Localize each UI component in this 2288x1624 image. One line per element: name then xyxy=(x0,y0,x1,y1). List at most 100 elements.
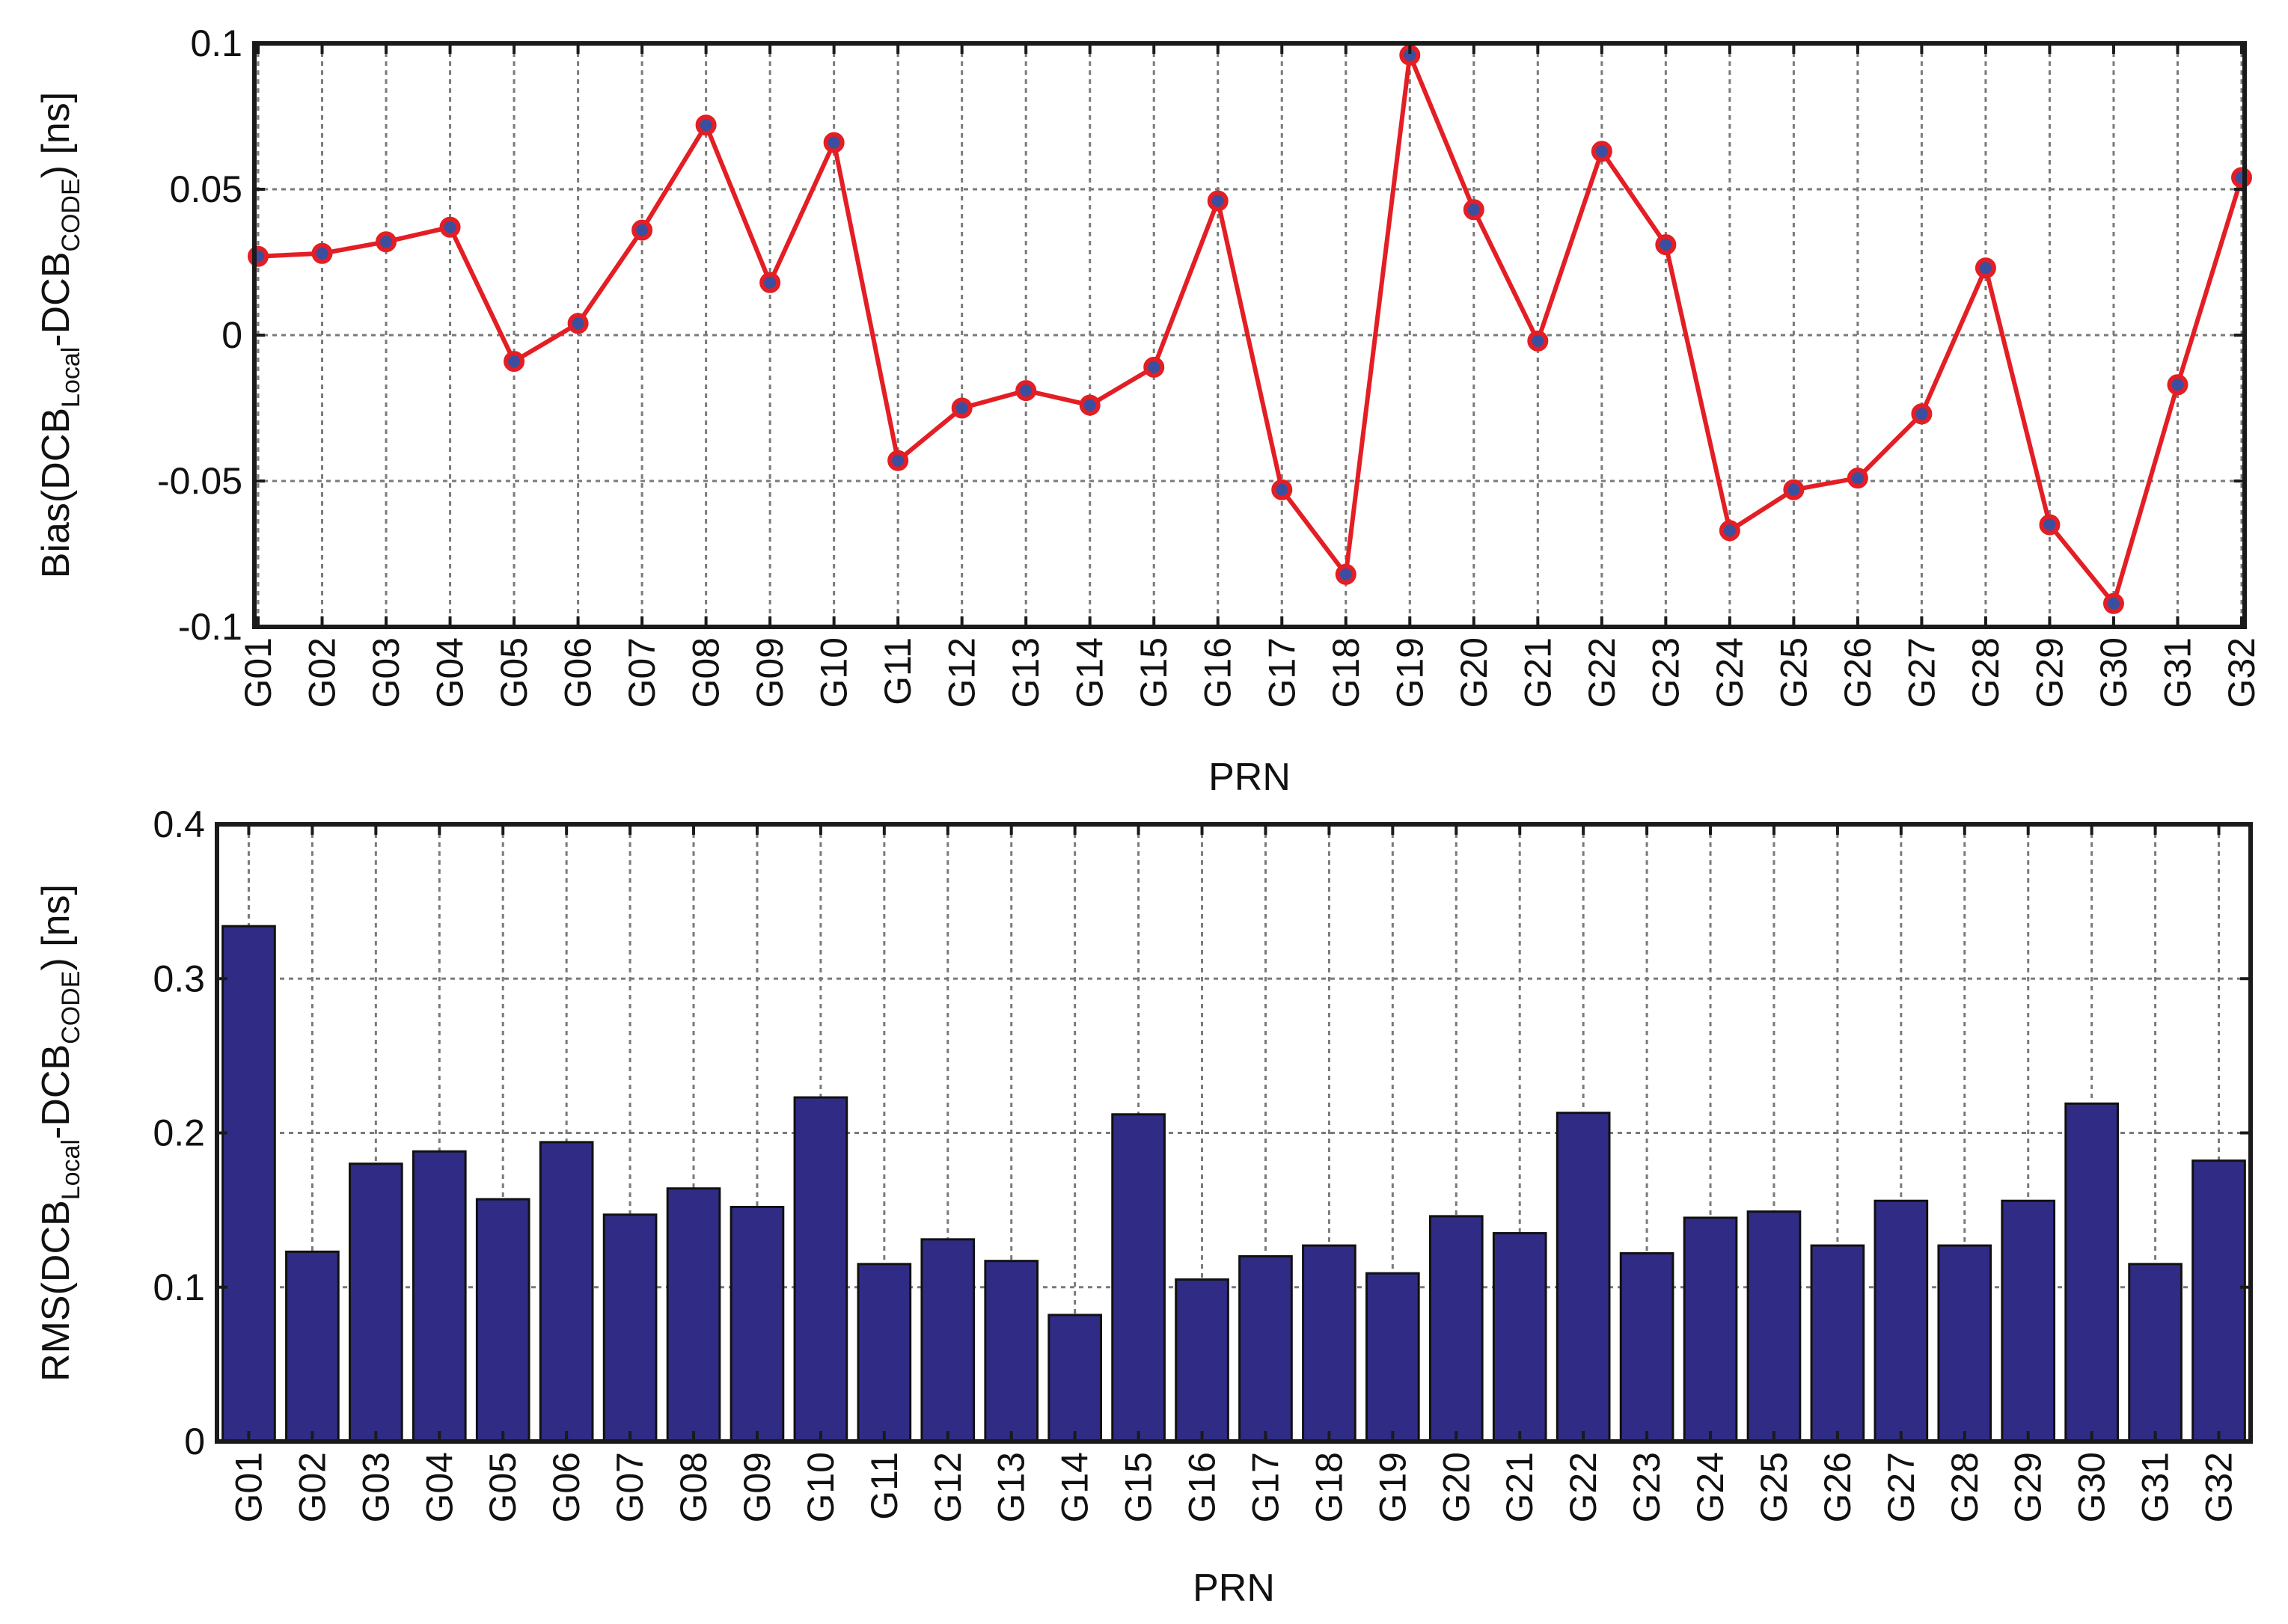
point-G27 xyxy=(1911,403,1933,425)
x-tick-label: G20 xyxy=(1453,637,1495,708)
x-tick-label: G06 xyxy=(557,637,599,708)
x-tick-label: G11 xyxy=(877,637,919,705)
bar-G15 xyxy=(1111,1113,1166,1443)
x-tick-label: G27 xyxy=(1900,637,1942,708)
x-tick-label: G23 xyxy=(1626,1452,1668,1523)
y-tick-label: 0.3 xyxy=(153,957,205,999)
point-G11 xyxy=(887,450,909,471)
bar-G14 xyxy=(1047,1314,1102,1443)
y-tick-label: 0 xyxy=(184,1421,205,1462)
x-tick-label: G16 xyxy=(1197,637,1239,708)
bar-G31 xyxy=(2128,1263,2183,1443)
point-G16 xyxy=(1207,190,1229,212)
bar-G27 xyxy=(1873,1199,1929,1443)
x-tick-label: G12 xyxy=(927,1452,969,1523)
point-G29 xyxy=(2039,514,2061,536)
point-G24 xyxy=(1719,520,1740,542)
bar-G30 xyxy=(2064,1102,2119,1443)
bar-G17 xyxy=(1238,1255,1293,1443)
x-tick-label: G29 xyxy=(2028,637,2070,708)
point-G20 xyxy=(1463,199,1484,221)
x-tick-label: G28 xyxy=(1944,1452,1986,1523)
x-tick-label: G26 xyxy=(1837,637,1879,708)
y-tick-label: 0.1 xyxy=(190,22,242,64)
x-tick-label: G04 xyxy=(429,637,471,708)
y-axis-label-subscript: CODE xyxy=(57,971,85,1044)
point-G02 xyxy=(311,242,333,264)
x-tick-label: G03 xyxy=(355,1452,397,1523)
point-G31 xyxy=(2167,374,2188,396)
x-tick-label: G31 xyxy=(2156,637,2198,708)
x-tick-label: G25 xyxy=(1753,1452,1795,1523)
x-tick-label: G09 xyxy=(749,637,791,708)
y-axis-label-part: ) [ns] xyxy=(34,884,78,971)
x-tick-label: G29 xyxy=(2007,1452,2049,1523)
x-tick-label: G14 xyxy=(1054,1452,1096,1523)
y-axis: -0.1 -0.05 0 0.05 0.1 xyxy=(157,22,2245,648)
y-tick-label: 0.4 xyxy=(153,803,205,845)
y-axis-label: RMS(DCBLocal-DCBCODE) [ns] xyxy=(34,884,85,1382)
point-G14 xyxy=(1079,394,1101,416)
point-G12 xyxy=(951,397,973,419)
x-tick-label: G10 xyxy=(813,637,855,708)
y-tick-label: -0.05 xyxy=(157,460,242,502)
point-G25 xyxy=(1783,479,1805,500)
x-tick-label: G16 xyxy=(1181,1452,1223,1523)
bar-G04 xyxy=(412,1150,467,1443)
x-tick-label: G28 xyxy=(1965,637,2007,708)
x-tick-label: G05 xyxy=(482,1452,524,1523)
point-G07 xyxy=(631,219,653,241)
bar-G18 xyxy=(1302,1244,1356,1443)
point-G05 xyxy=(504,351,525,373)
bar-G21 xyxy=(1492,1232,1547,1443)
bar-G03 xyxy=(349,1162,403,1443)
bar-G01 xyxy=(221,925,276,1443)
x-tick-label: G05 xyxy=(493,637,535,708)
bar-G23 xyxy=(1619,1251,1674,1443)
x-tick-label: G27 xyxy=(1880,1452,1922,1523)
rms-bar-chart: 0 0.1 0.2 0.3 0.4 G01 G02 G03 G04 G05 G06 G07 G08 G09… xyxy=(34,803,2253,1610)
y-axis-label-part: ) [ns] xyxy=(34,92,78,179)
bar-G20 xyxy=(1428,1215,1484,1443)
x-tick-label: G18 xyxy=(1325,637,1367,708)
point-G03 xyxy=(376,231,397,253)
bar-G26 xyxy=(1810,1244,1865,1443)
bar-G11 xyxy=(857,1263,912,1443)
x-tick-label: G08 xyxy=(673,1452,715,1523)
x-tick-label: G11 xyxy=(863,1452,905,1520)
x-tick-label: G19 xyxy=(1371,1452,1413,1523)
x-tick-label: G14 xyxy=(1069,637,1111,708)
x-axis-label: PRN xyxy=(1193,1566,1275,1610)
bar-G22 xyxy=(1556,1112,1611,1443)
point-G13 xyxy=(1015,380,1037,402)
x-tick-label: G18 xyxy=(1308,1452,1350,1523)
x-tick-label: G30 xyxy=(2071,1452,2113,1523)
bar-G10 xyxy=(793,1096,848,1443)
bar-G05 xyxy=(475,1198,530,1443)
x-tick-label: G07 xyxy=(609,1452,651,1523)
x-tick-label: G20 xyxy=(1435,1452,1477,1523)
x-tick-label: G23 xyxy=(1645,637,1686,708)
bar-G12 xyxy=(920,1238,976,1443)
x-tick-label: G22 xyxy=(1562,1452,1604,1523)
y-axis-label-part: RMS(DCB xyxy=(34,1200,78,1382)
y-tick-label: 0.05 xyxy=(170,168,242,210)
point-G28 xyxy=(1975,257,1996,279)
y-axis-label-part: Bias(DCB xyxy=(34,408,78,578)
bar-G29 xyxy=(2001,1199,2056,1443)
y-axis-label-part: -DCB xyxy=(34,252,78,347)
x-tick-label: G17 xyxy=(1261,637,1303,708)
point-G17 xyxy=(1271,479,1293,500)
point-G06 xyxy=(567,313,589,334)
x-tick-label: G31 xyxy=(2135,1452,2177,1523)
x-tick-label: G17 xyxy=(1244,1452,1286,1523)
bias-line xyxy=(257,52,2244,606)
x-tick-label: G01 xyxy=(227,1452,269,1523)
bar-series xyxy=(221,925,2246,1443)
x-tick-label: G32 xyxy=(2221,637,2263,708)
point-G18 xyxy=(1335,563,1356,585)
y-tick-label: 0 xyxy=(221,314,242,356)
bar-G16 xyxy=(1175,1278,1229,1443)
